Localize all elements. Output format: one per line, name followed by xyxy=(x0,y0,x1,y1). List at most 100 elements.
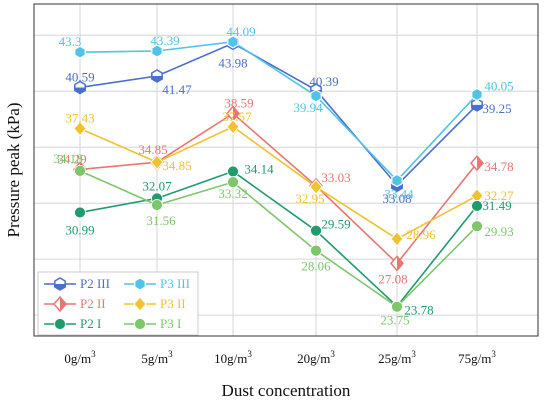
data-label: 31.49 xyxy=(482,198,511,213)
data-label: 27.08 xyxy=(378,271,407,286)
legend-label: P3 I xyxy=(160,316,181,331)
legend-marker xyxy=(134,318,146,330)
data-point xyxy=(471,220,483,233)
legend-item: P2 II xyxy=(44,295,106,313)
x-axis-title: Dust concentration xyxy=(222,381,351,400)
legend-label: P2 I xyxy=(80,316,101,331)
data-label: 33.44 xyxy=(384,187,414,202)
data-point xyxy=(151,44,163,58)
data-label: 43.98 xyxy=(218,55,247,70)
data-label: 29.59 xyxy=(321,217,350,232)
series-line xyxy=(79,42,478,187)
legend-marker xyxy=(54,277,66,291)
data-label: 29.93 xyxy=(484,224,513,239)
data-point xyxy=(309,179,323,195)
data-point xyxy=(470,154,484,172)
data-label: 34.78 xyxy=(484,159,513,174)
x-tick-label: 10g/m3 xyxy=(214,349,252,366)
data-point xyxy=(310,89,322,103)
data-label: 28.96 xyxy=(406,227,436,242)
legend-item: P2 I xyxy=(44,316,101,331)
data-label: 23.75 xyxy=(380,313,409,328)
series-line xyxy=(79,170,478,308)
data-point xyxy=(227,35,239,49)
series-p2-iii: 40.59 41.47 43.98 40.39 33.08 39.25 xyxy=(65,36,512,206)
y-axis-title: Pressure peak (kPa) xyxy=(4,102,23,237)
data-label: 43.39 xyxy=(150,33,179,48)
x-tick-label: 75g/m3 xyxy=(458,349,496,366)
data-label: 40.39 xyxy=(309,74,338,89)
data-point xyxy=(74,45,86,59)
data-label: 33.32 xyxy=(218,186,247,201)
data-point xyxy=(227,165,239,178)
data-label: 34.29 xyxy=(57,151,86,166)
data-label: 39.94 xyxy=(293,100,323,115)
x-tick-label: 5g/m3 xyxy=(141,349,173,366)
series-line xyxy=(79,112,478,265)
data-label: 32.27 xyxy=(484,188,514,203)
data-label: 37.57 xyxy=(222,109,252,124)
data-point xyxy=(390,255,404,272)
data-point xyxy=(74,80,86,95)
legend-item: P3 III xyxy=(124,276,190,291)
legend-label: P2 III xyxy=(80,276,110,291)
data-point xyxy=(391,300,403,313)
series-line xyxy=(79,125,478,240)
data-point xyxy=(226,119,240,135)
data-label: 34.85 xyxy=(138,142,167,157)
data-label: 31.56 xyxy=(146,213,176,228)
legend-marker xyxy=(133,296,147,312)
data-point xyxy=(150,154,164,170)
data-label: 41.47 xyxy=(162,82,192,97)
data-label: 38.59 xyxy=(224,95,253,110)
data-point xyxy=(390,231,404,247)
plot-frame xyxy=(33,3,539,337)
legend: P2 III P3 III P2 II P3 II P2 I P3 I xyxy=(37,271,199,336)
legend-item: P3 I xyxy=(124,316,181,331)
data-label: 40.05 xyxy=(484,78,513,93)
data-point xyxy=(471,87,483,102)
data-point xyxy=(310,244,322,257)
data-point xyxy=(151,199,163,211)
data-label: 23.78 xyxy=(404,302,433,317)
data-label: 40.59 xyxy=(65,69,94,84)
data-point xyxy=(391,173,403,188)
x-tick-label: 25g/m3 xyxy=(378,349,416,366)
data-point xyxy=(471,98,483,112)
data-point xyxy=(227,176,239,189)
legend-label: P2 II xyxy=(80,296,106,311)
series-p3-ii: 37.43 34.85 37.57 32.95 28.96 32.27 xyxy=(65,109,514,247)
data-label: 34.18 xyxy=(53,151,82,166)
data-label: 30.99 xyxy=(65,222,94,237)
legend-label: P3 II xyxy=(160,296,186,311)
data-point xyxy=(73,120,87,137)
data-point xyxy=(310,224,322,237)
data-label: 34.85 xyxy=(162,158,191,173)
data-label: 34.14 xyxy=(244,161,274,176)
data-label: 33.08 xyxy=(382,191,411,206)
data-label: 43.3 xyxy=(59,34,82,49)
legend-item: P3 II xyxy=(124,296,186,312)
data-label: 32.95 xyxy=(295,191,324,206)
legend-item: P2 III xyxy=(44,276,110,291)
legend-label: P3 III xyxy=(160,276,190,291)
series-line xyxy=(79,41,478,182)
x-tick-labels: 0g/m3 5g/m3 10g/m3 20g/m3 25g/m3 75g/m3 xyxy=(64,349,496,366)
data-label: 28.06 xyxy=(301,259,331,274)
data-point xyxy=(151,69,163,83)
series-p3-iii: 43.3 43.39 44.09 39.94 33.44 40.05 xyxy=(59,24,514,202)
data-point xyxy=(74,206,86,219)
series-p3-i: 34.18 31.56 33.32 28.06 23.75 29.93 xyxy=(53,151,513,328)
series-line xyxy=(79,170,478,308)
legend-marker xyxy=(54,318,66,330)
data-point xyxy=(74,165,86,177)
data-label: 33.03 xyxy=(321,170,350,185)
data-label: 44.09 xyxy=(226,24,255,39)
data-label: 37.43 xyxy=(65,111,94,126)
data-point xyxy=(471,200,483,212)
x-tick-label: 0g/m3 xyxy=(64,349,96,366)
legend-marker xyxy=(53,295,67,313)
